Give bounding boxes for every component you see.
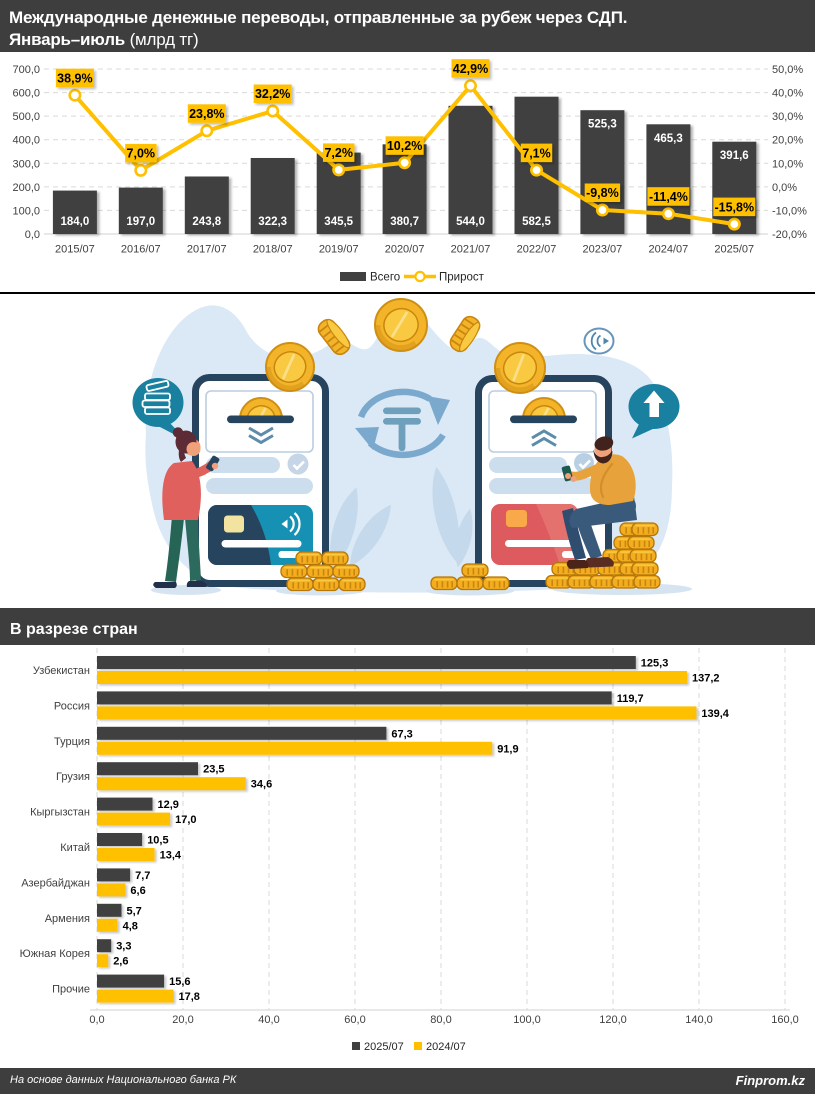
svg-text:34,6: 34,6 [251, 779, 272, 791]
svg-text:50,0%: 50,0% [772, 64, 803, 76]
svg-text:140,0: 140,0 [685, 1014, 713, 1026]
svg-text:Узбекистан: Узбекистан [33, 665, 90, 677]
svg-text:12,9: 12,9 [158, 799, 179, 811]
svg-text:Кыргызстан: Кыргызстан [30, 807, 90, 819]
svg-text:2015/07: 2015/07 [55, 244, 95, 256]
svg-text:32,2%: 32,2% [255, 87, 290, 101]
svg-text:380,7: 380,7 [390, 216, 419, 228]
svg-text:7,7: 7,7 [135, 870, 150, 882]
svg-text:10,0%: 10,0% [772, 158, 803, 170]
svg-text:Грузия: Грузия [56, 771, 90, 783]
svg-text:2024/07: 2024/07 [649, 244, 689, 256]
svg-text:17,8: 17,8 [179, 991, 200, 1003]
svg-text:125,3: 125,3 [641, 658, 669, 670]
svg-text:120,0: 120,0 [599, 1014, 627, 1026]
svg-text:Армения: Армения [45, 913, 90, 925]
svg-text:322,3: 322,3 [258, 216, 287, 228]
svg-text:20,0%: 20,0% [772, 135, 803, 147]
svg-text:40,0: 40,0 [258, 1014, 279, 1026]
svg-text:10,2%: 10,2% [387, 139, 422, 153]
svg-text:-15,8%: -15,8% [714, 200, 754, 214]
svg-text:0,0: 0,0 [25, 229, 40, 241]
svg-text:Прирост: Прирост [439, 272, 485, 284]
svg-text:184,0: 184,0 [61, 216, 90, 228]
svg-text:91,9: 91,9 [497, 743, 518, 755]
svg-text:2021/07: 2021/07 [451, 244, 491, 256]
svg-text:67,3: 67,3 [391, 728, 412, 740]
svg-text:Всего: Всего [370, 272, 400, 284]
svg-text:5,7: 5,7 [127, 905, 142, 917]
svg-text:30,0%: 30,0% [772, 111, 803, 123]
svg-text:15,6: 15,6 [169, 976, 190, 988]
svg-text:100,0: 100,0 [12, 205, 40, 217]
svg-text:2017/07: 2017/07 [187, 244, 227, 256]
svg-text:391,6: 391,6 [720, 150, 749, 162]
svg-text:2,6: 2,6 [113, 956, 128, 968]
svg-text:2025/07: 2025/07 [364, 1041, 404, 1053]
svg-text:600,0: 600,0 [12, 88, 40, 100]
svg-text:139,4: 139,4 [701, 708, 729, 720]
svg-text:137,2: 137,2 [692, 673, 720, 685]
svg-text:100,0: 100,0 [513, 1014, 541, 1026]
svg-text:2025/07: 2025/07 [714, 244, 754, 256]
svg-text:2023/07: 2023/07 [583, 244, 623, 256]
svg-text:Азербайджан: Азербайджан [21, 877, 90, 889]
svg-text:500,0: 500,0 [12, 111, 40, 123]
svg-text:Южная Корея: Южная Корея [20, 948, 90, 960]
svg-text:119,7: 119,7 [617, 693, 644, 705]
svg-text:4,8: 4,8 [123, 920, 138, 932]
svg-text:Россия: Россия [54, 700, 90, 712]
svg-text:400,0: 400,0 [12, 135, 40, 147]
svg-text:2020/07: 2020/07 [385, 244, 425, 256]
svg-text:Прочие: Прочие [52, 984, 90, 996]
svg-text:-9,8%: -9,8% [586, 186, 619, 200]
svg-text:7,2%: 7,2% [324, 146, 353, 160]
svg-text:60,0: 60,0 [344, 1014, 365, 1026]
svg-text:243,8: 243,8 [192, 216, 221, 228]
svg-text:160,0: 160,0 [771, 1014, 799, 1026]
svg-text:17,0: 17,0 [175, 814, 196, 826]
svg-text:23,8%: 23,8% [189, 107, 224, 121]
svg-text:-11,4%: -11,4% [649, 190, 688, 204]
svg-text:23,5: 23,5 [203, 764, 224, 776]
svg-text:0,0%: 0,0% [772, 182, 797, 194]
svg-text:197,0: 197,0 [126, 216, 155, 228]
svg-text:2022/07: 2022/07 [517, 244, 557, 256]
svg-text:Турция: Турция [54, 736, 90, 748]
svg-text:300,0: 300,0 [12, 158, 40, 170]
svg-text:-20,0%: -20,0% [772, 229, 807, 241]
svg-text:345,5: 345,5 [324, 216, 353, 228]
svg-text:2024/07: 2024/07 [426, 1041, 466, 1053]
svg-text:40,0%: 40,0% [772, 88, 803, 100]
svg-text:7,0%: 7,0% [127, 147, 156, 161]
svg-text:7,1%: 7,1% [522, 146, 551, 160]
svg-text:2019/07: 2019/07 [319, 244, 359, 256]
svg-text:13,4: 13,4 [160, 850, 182, 862]
svg-text:3,3: 3,3 [116, 941, 131, 953]
svg-text:465,3: 465,3 [654, 133, 683, 145]
svg-text:582,5: 582,5 [522, 216, 551, 228]
svg-text:38,9%: 38,9% [57, 71, 92, 85]
svg-text:544,0: 544,0 [456, 216, 485, 228]
svg-text:2018/07: 2018/07 [253, 244, 293, 256]
svg-text:20,0: 20,0 [172, 1014, 193, 1026]
svg-text:200,0: 200,0 [12, 182, 40, 194]
svg-text:10,5: 10,5 [147, 835, 168, 847]
svg-text:42,9%: 42,9% [453, 62, 488, 76]
svg-text:6,6: 6,6 [130, 885, 145, 897]
svg-text:-10,0%: -10,0% [772, 205, 807, 217]
svg-text:Китай: Китай [60, 842, 90, 854]
svg-text:80,0: 80,0 [430, 1014, 451, 1026]
svg-text:0,0: 0,0 [89, 1014, 104, 1026]
svg-text:525,3: 525,3 [588, 119, 617, 131]
svg-text:2016/07: 2016/07 [121, 244, 161, 256]
svg-text:700,0: 700,0 [12, 64, 40, 76]
